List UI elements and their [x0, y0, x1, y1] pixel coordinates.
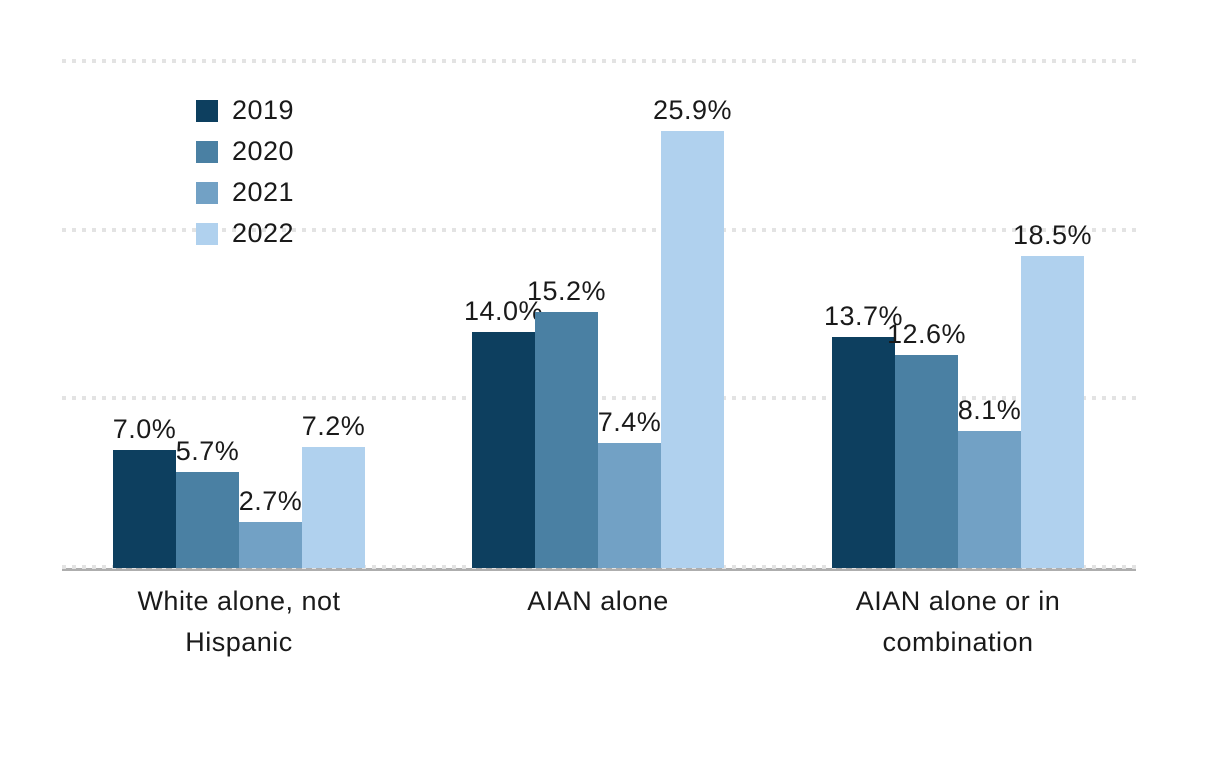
bar-value-label-2021-group-1: 7.4%	[597, 407, 662, 437]
bar-2022-group-2	[1021, 256, 1084, 568]
gridline-10pct	[62, 396, 1136, 400]
bar-value-label-2019-group-0: 7.0%	[112, 414, 177, 444]
bar-2022-group-1	[661, 131, 724, 568]
bar-value-label-2022-group-1: 25.9%	[652, 95, 733, 125]
legend-swatch-2021	[196, 181, 218, 204]
bar-value-label-2020-group-0: 5.7%	[175, 436, 240, 466]
legend-label-2019: 2019	[232, 95, 295, 125]
legend-item-2022: 2022	[196, 213, 294, 254]
legend: 2019 2020 2021 2022	[196, 90, 294, 254]
legend-item-2020: 2020	[196, 131, 294, 172]
legend-swatch-2019	[196, 99, 218, 122]
bar-value-label-2021-group-2: 8.1%	[957, 395, 1022, 425]
legend-label-2020: 2020	[232, 136, 295, 166]
bar-value-label-2019-group-2: 13.7%	[823, 301, 904, 331]
category-label-white-alone-not-hispanic: White alone, not Hispanic	[137, 586, 341, 657]
x-axis-line	[62, 568, 1136, 571]
bar-2020-group-1	[535, 312, 598, 568]
bar-value-label-2022-group-0: 7.2%	[301, 411, 366, 441]
bar-value-label-2020-group-2: 12.6%	[886, 319, 967, 349]
bar-2020-group-2	[895, 355, 958, 568]
bar-2021-group-2	[958, 431, 1021, 568]
bar-2021-group-0	[239, 522, 302, 568]
gridline-20pct	[62, 228, 1136, 232]
gridline-30pct	[62, 59, 1136, 63]
category-label-aian-alone: AIAN alone	[527, 586, 669, 616]
bar-value-label-2022-group-2: 18.5%	[1012, 220, 1093, 250]
bar-2019-group-1	[472, 332, 535, 568]
legend-swatch-2022	[196, 222, 218, 245]
bar-2019-group-0	[113, 450, 176, 568]
legend-swatch-2020	[196, 140, 218, 163]
bar-2019-group-2	[832, 337, 895, 568]
bar-value-label-2021-group-0: 2.7%	[238, 486, 303, 516]
bar-2021-group-1	[598, 443, 661, 568]
category-label-aian-alone-or-in-combination: AIAN alone or in combination	[855, 586, 1061, 657]
legend-item-2021: 2021	[196, 172, 294, 213]
bar-2022-group-0	[302, 447, 365, 568]
legend-label-2022: 2022	[232, 218, 295, 248]
legend-label-2021: 2021	[232, 177, 295, 207]
bar-2020-group-0	[176, 472, 239, 568]
legend-item-2019: 2019	[196, 90, 294, 131]
bar-value-label-2019-group-1: 14.0%	[463, 296, 544, 326]
bar-value-label-2020-group-1: 15.2%	[526, 276, 607, 306]
